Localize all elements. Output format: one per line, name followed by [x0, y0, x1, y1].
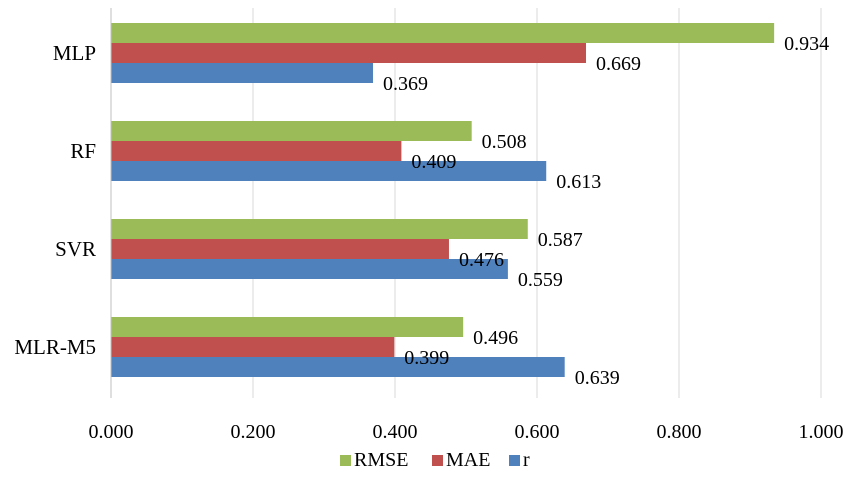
- category-label: MLP: [53, 41, 96, 65]
- data-label: 0.669: [596, 53, 641, 75]
- x-tick-label: 0.000: [89, 421, 134, 443]
- bar-mae-svr: [111, 239, 449, 259]
- x-tick-label: 0.600: [515, 421, 560, 443]
- bars: [111, 23, 775, 377]
- x-tick-label: 1.000: [799, 421, 844, 443]
- category-label: MLR-M5: [14, 335, 96, 359]
- data-label: 0.559: [518, 269, 563, 291]
- bar-r-svr: [111, 259, 508, 279]
- legend-label: MAE: [446, 449, 490, 471]
- bar-mae-mlr-m5: [111, 337, 395, 357]
- legend-label: RMSE: [354, 449, 408, 471]
- x-axis: 0.000 0.200 0.400 0.600 0.800 1.000: [89, 421, 844, 443]
- x-tick-label: 0.200: [231, 421, 276, 443]
- y-axis: MLP RF SVR MLR-M5: [14, 8, 112, 398]
- bar-rmse-mlr-m5: [111, 317, 464, 337]
- bar-rmse-rf: [111, 121, 472, 141]
- legend-swatch-r: [509, 455, 520, 466]
- category-label: RF: [70, 139, 96, 163]
- data-label: 0.409: [411, 151, 456, 173]
- category-label: SVR: [55, 237, 96, 261]
- data-label: 0.369: [383, 73, 428, 95]
- bar-rmse-svr: [111, 219, 528, 239]
- data-label: 0.587: [538, 229, 583, 251]
- bar-mae-mlp: [111, 43, 586, 63]
- data-label: 0.496: [473, 327, 518, 349]
- bar-r-mlp: [111, 63, 373, 83]
- legend-swatch-rmse: [340, 455, 351, 466]
- data-label: 0.639: [575, 367, 620, 389]
- bar-r-mlr-m5: [111, 357, 565, 377]
- bar-mae-rf: [111, 141, 402, 161]
- data-label: 0.613: [556, 171, 601, 193]
- data-label: 0.476: [459, 249, 504, 271]
- x-tick-label: 0.400: [373, 421, 418, 443]
- bar-r-rf: [111, 161, 547, 181]
- data-label: 0.934: [784, 33, 829, 55]
- x-tick-label: 0.800: [657, 421, 702, 443]
- legend-swatch-mae: [432, 455, 443, 466]
- data-labels: 0.934 0.669 0.369 0.508 0.409 0.613 0.587 0.476…: [383, 33, 829, 389]
- legend: RMSE MAE r: [340, 449, 530, 471]
- bar-rmse-mlp: [111, 23, 775, 43]
- legend-label: r: [523, 449, 530, 471]
- data-label: 0.508: [482, 131, 527, 153]
- data-label: 0.399: [404, 347, 449, 369]
